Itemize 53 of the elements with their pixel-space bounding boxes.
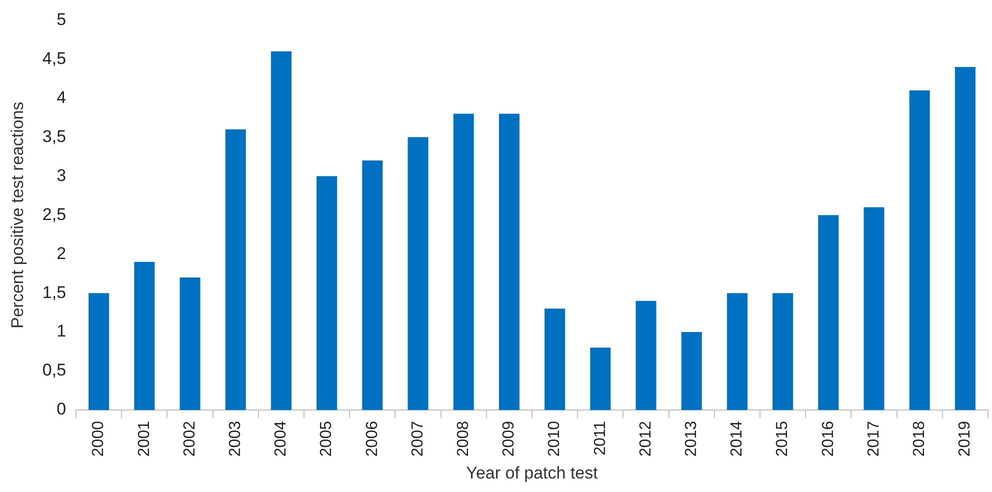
x-tick-label: 2004 <box>272 420 290 457</box>
x-tick-label: 2015 <box>774 420 792 457</box>
y-tick-label: 3 <box>56 166 66 185</box>
y-tick-label: 1 <box>56 322 66 341</box>
x-tick-label: 2001 <box>136 420 153 457</box>
bar <box>134 262 155 410</box>
x-tick-label: 2000 <box>90 420 108 457</box>
x-tick-label: 2013 <box>683 420 700 457</box>
bar <box>864 207 884 410</box>
y-tick-label: 5 <box>56 10 66 29</box>
bar <box>818 215 839 410</box>
bar <box>590 348 611 410</box>
x-tick-label: 2014 <box>728 420 746 457</box>
x-tick-label: 2010 <box>546 420 564 457</box>
bar <box>408 137 428 410</box>
x-axis-title: Year of patch test <box>466 463 598 482</box>
x-tick-label: 2007 <box>409 420 426 457</box>
bar <box>88 293 110 410</box>
bar <box>180 277 200 410</box>
bar <box>362 160 383 410</box>
y-tick-label: 4,5 <box>42 48 66 68</box>
x-tick-label: 2003 <box>227 420 244 457</box>
x-tick-label: 2002 <box>181 420 198 457</box>
bar <box>498 114 520 410</box>
y-tick-label: 4 <box>56 88 66 107</box>
y-tick-label: 0 <box>56 400 66 419</box>
x-tick-label: 2012 <box>637 420 654 457</box>
y-tick-label: 3,5 <box>42 126 66 146</box>
bar <box>453 114 474 410</box>
y-tick-label: 0,5 <box>42 360 66 380</box>
x-tick-label: 2009 <box>500 420 518 457</box>
bar <box>636 300 656 410</box>
x-tick-label: 2008 <box>455 420 472 457</box>
bar <box>726 293 748 410</box>
y-tick-label: 1,5 <box>42 282 66 302</box>
y-tick-label: 2 <box>56 244 66 263</box>
x-tick-label: 2005 <box>318 420 336 457</box>
x-tick-label: 2017 <box>865 420 882 457</box>
bar <box>544 308 566 410</box>
x-tick-label: 2018 <box>911 420 928 457</box>
y-axis-title: Percent positive test reactions <box>8 102 27 328</box>
x-tick-label: 2011 <box>592 420 609 456</box>
y-tick-label: 2,5 <box>42 204 66 224</box>
x-tick-label: 2006 <box>364 420 381 457</box>
x-tick-label: 2016 <box>820 420 837 457</box>
bar <box>681 332 702 410</box>
bar <box>316 176 338 410</box>
bar <box>909 90 930 410</box>
bar <box>954 66 976 410</box>
bar <box>225 129 246 410</box>
x-tick-label: 2019 <box>956 420 974 457</box>
bar <box>772 293 794 410</box>
bar <box>270 51 292 410</box>
